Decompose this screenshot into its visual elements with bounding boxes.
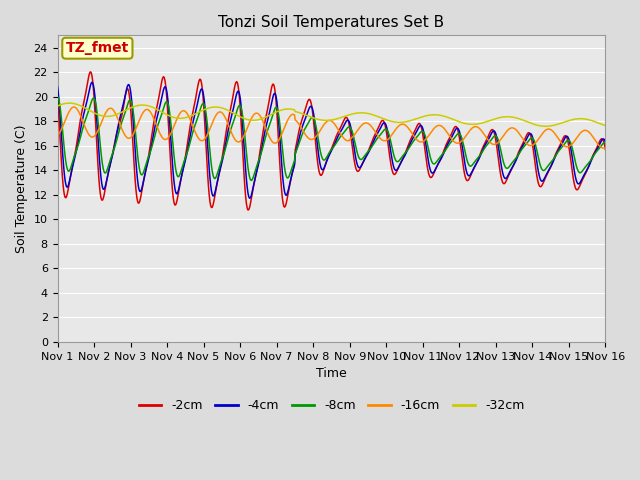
X-axis label: Time: Time xyxy=(316,367,347,380)
Legend: -2cm, -4cm, -8cm, -16cm, -32cm: -2cm, -4cm, -8cm, -16cm, -32cm xyxy=(134,394,529,417)
Text: TZ_fmet: TZ_fmet xyxy=(66,41,129,55)
Y-axis label: Soil Temperature (C): Soil Temperature (C) xyxy=(15,124,28,253)
Title: Tonzi Soil Temperatures Set B: Tonzi Soil Temperatures Set B xyxy=(218,15,445,30)
